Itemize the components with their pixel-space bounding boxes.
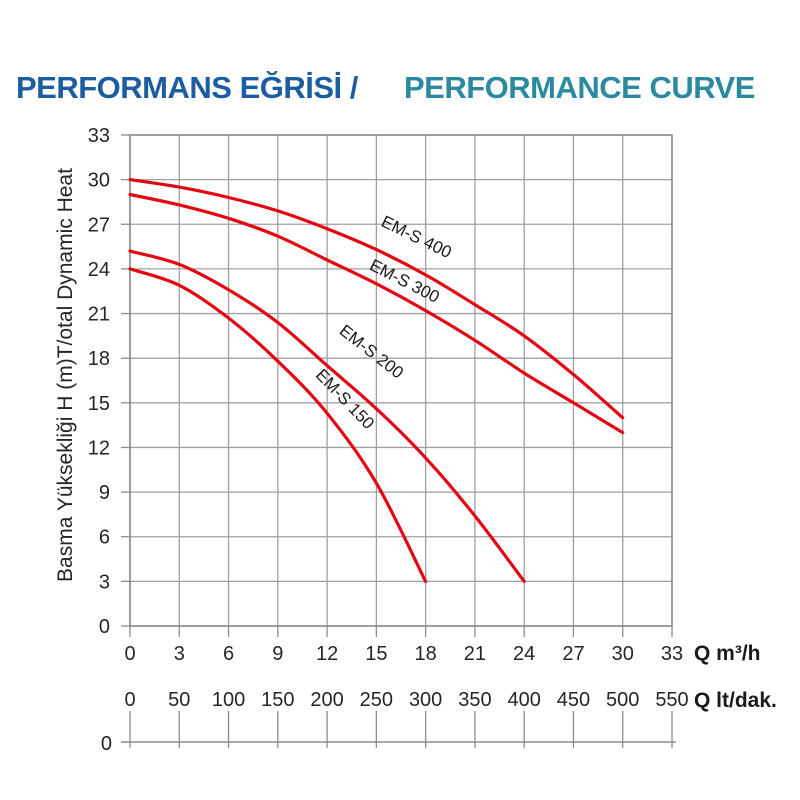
tick-layer [121,134,676,748]
x-axis-tick-label: 12 [316,643,338,665]
page-title-english: PERFORMANCE CURVE [404,70,755,105]
curve-em-s-200 [128,249,526,583]
y-axis-title: Basma Yüksekliği H (m)T/otal Dynamic Hea… [54,168,77,582]
y-axis-tick-label: 33 [88,125,110,147]
y-axis-tick-label: 21 [88,304,110,326]
x2-axis-tick-label: 300 [409,689,442,711]
x-axis-unit-label: Q m³/h [694,642,761,665]
x-axis-tick-label: 21 [464,643,486,665]
y-axis-tick-label: 0 [99,616,110,638]
y-axis-tick-label: 30 [88,170,110,192]
x2-axis-unit-label: Q lt/dak. [694,689,777,712]
page-title-turkish: PERFORMANS EĞRİSİ / [16,70,358,105]
curve-em-s-150 [128,267,428,583]
y-axis-tick-label: 3 [99,571,110,593]
plot-border [129,134,673,627]
x-axis-tick-label: 33 [661,643,683,665]
grid-layer [129,134,673,627]
x-axis-tick-label: 3 [174,643,185,665]
x2-axis-tick-label: 150 [261,689,294,711]
x-axis-tick-label: 6 [223,643,234,665]
x-axis-tick-label: 18 [415,643,437,665]
x2-axis-tick-label: 550 [655,689,688,711]
x2-axis-tick-label: 500 [606,689,639,711]
axis-label-layer: 0 3 6 9 12 15 18 21 24 27 30 33 0 3 6 9 12 15 18 21 24 27 30 33… [88,125,689,711]
x-axis-tick-label: 0 [124,643,135,665]
x-axis-tick-label: 30 [612,643,634,665]
x2-axis-tick-label: 200 [310,689,343,711]
curve-em-s-400 [128,178,625,420]
y-axis-tick-label: 24 [88,259,110,281]
x2-axis-tick-label: 0 [124,689,135,711]
y-axis-tick-label: 15 [88,393,110,415]
x2-axis-tick-label: 350 [458,689,491,711]
x2-axis-tick-label: 250 [360,689,393,711]
x2-axis-tick-label: 50 [168,689,190,711]
x-axis-tick-label: 15 [365,643,387,665]
x-axis-tick-label: 24 [513,643,535,665]
curve-label-em-s-200: EM-S 200 [336,321,407,383]
curve-em-s-300 [128,192,625,435]
x-axis-tick-label: 9 [272,643,283,665]
x2-axis-tick-label: 400 [507,689,540,711]
y-axis-tick-label: 18 [88,348,110,370]
x-axis-tick-label: 27 [562,643,584,665]
x2-axis-tick-label: 450 [557,689,590,711]
x2-axis-zero-label: 0 [101,733,112,755]
y-axis-tick-label: 9 [99,482,110,504]
x2-axis-tick-label: 100 [212,689,245,711]
y-axis-tick-label: 12 [88,437,110,459]
y-axis-tick-label: 27 [88,214,110,236]
y-axis-tick-label: 6 [99,527,110,549]
